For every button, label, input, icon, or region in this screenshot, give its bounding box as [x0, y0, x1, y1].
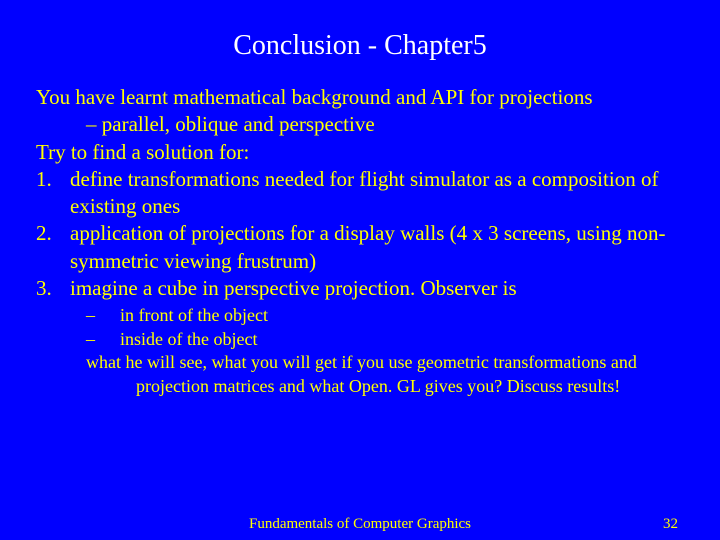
intro-line: You have learnt mathematical background …: [36, 84, 684, 111]
list-item: 1. define transformations needed for fli…: [36, 166, 684, 221]
dash-marker: –: [86, 304, 120, 327]
slide-title: Conclusion - Chapter5: [36, 30, 684, 62]
dash-item: – in front of the object: [86, 304, 684, 327]
dash-marker: –: [86, 328, 120, 351]
list-item: 2. application of projections for a disp…: [36, 220, 684, 275]
dash-text: in front of the object: [120, 304, 684, 327]
list-text: imagine a cube in perspective projection…: [70, 275, 684, 302]
try-line: Try to find a solution for:: [36, 139, 684, 166]
closing-wrap: what he will see, what you will get if y…: [36, 351, 684, 398]
footer-center: Fundamentals of Computer Graphics: [249, 516, 471, 533]
footer-page-number: 32: [663, 516, 678, 533]
dash-item: – inside of the object: [86, 328, 684, 351]
list-item: 3. imagine a cube in perspective project…: [36, 275, 684, 302]
closing-text: what he will see, what you will get if y…: [86, 351, 684, 398]
dash-block: – in front of the object – inside of the…: [36, 304, 684, 351]
dash-text: inside of the object: [120, 328, 684, 351]
list-text: define transformations needed for flight…: [70, 166, 684, 221]
list-text: application of projections for a display…: [70, 220, 684, 275]
list-number: 3.: [36, 275, 70, 302]
list-number: 1.: [36, 166, 70, 221]
intro-sub: – parallel, oblique and perspective: [36, 111, 684, 138]
slide-body: You have learnt mathematical background …: [36, 84, 684, 398]
list-number: 2.: [36, 220, 70, 275]
slide: Conclusion - Chapter5 You have learnt ma…: [0, 0, 720, 540]
